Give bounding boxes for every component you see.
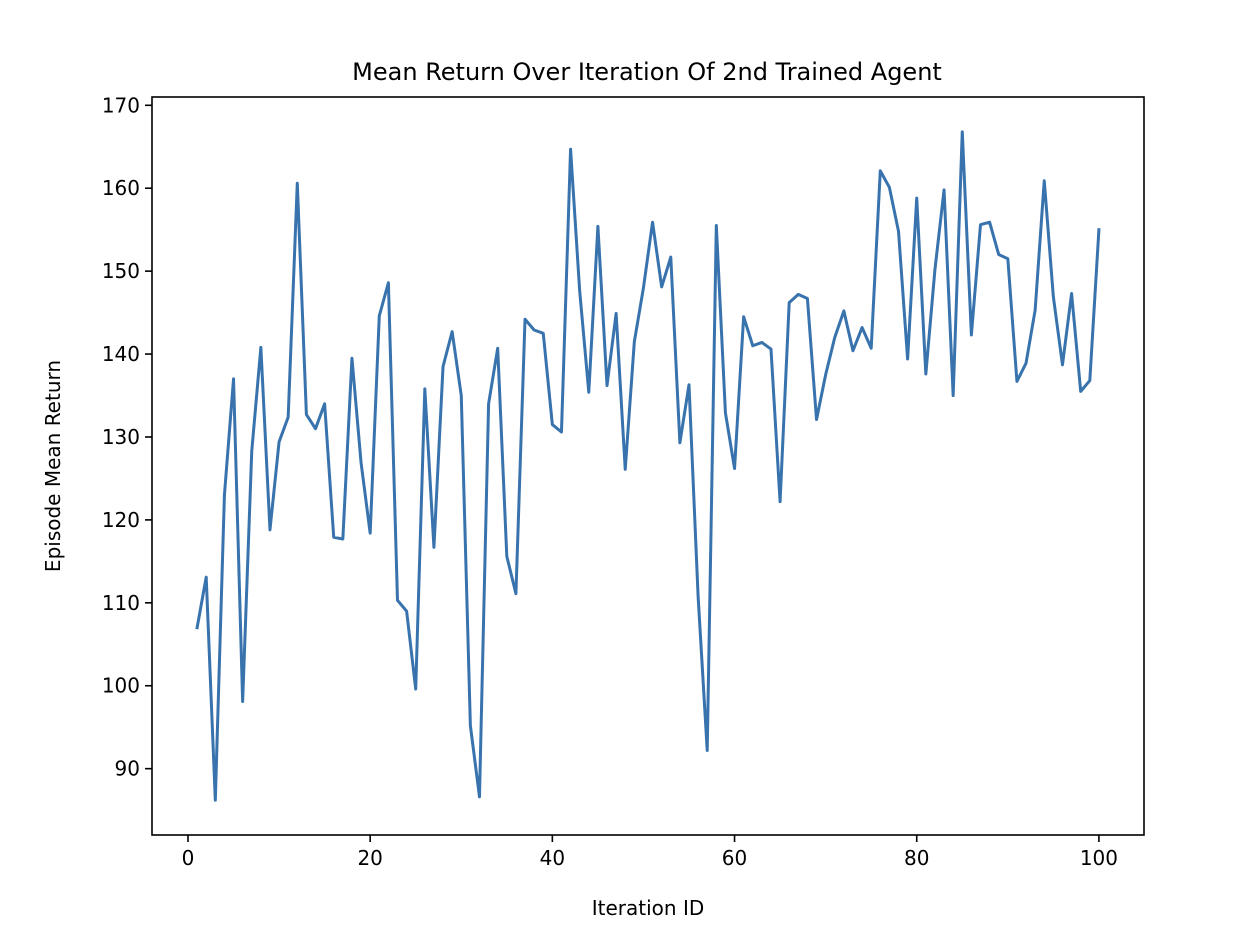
series-line: [195, 130, 1101, 802]
y-axis-title: Episode Mean Return: [41, 360, 65, 572]
x-tick-label: 100: [1080, 846, 1118, 870]
plot-frame: [151, 96, 1145, 836]
x-tick-label: 40: [540, 846, 565, 870]
x-axis: 0 20 40 60 80 100: [182, 835, 1118, 870]
y-tick-label: 100: [102, 674, 140, 698]
x-tick-label: 20: [357, 846, 382, 870]
y-tick-label: 90: [115, 757, 140, 781]
y-tick-label: 170: [102, 93, 140, 117]
y-tick-label: 110: [102, 591, 140, 615]
y-tick-label: 130: [102, 425, 140, 449]
x-tick-label: 60: [722, 846, 747, 870]
x-axis-title: Iteration ID: [592, 896, 705, 920]
plot-area: [195, 130, 1101, 802]
chart-title: Mean Return Over Iteration Of 2nd Traine…: [352, 58, 942, 86]
y-tick-label: 120: [102, 508, 140, 532]
x-tick-label: 80: [904, 846, 929, 870]
y-tick-label: 150: [102, 259, 140, 283]
x-tick-label: 0: [182, 846, 195, 870]
y-axis: 90 100 110 120 130 140 150 160 170: [102, 93, 152, 781]
y-tick-label: 140: [102, 342, 140, 366]
y-tick-label: 160: [102, 176, 140, 200]
